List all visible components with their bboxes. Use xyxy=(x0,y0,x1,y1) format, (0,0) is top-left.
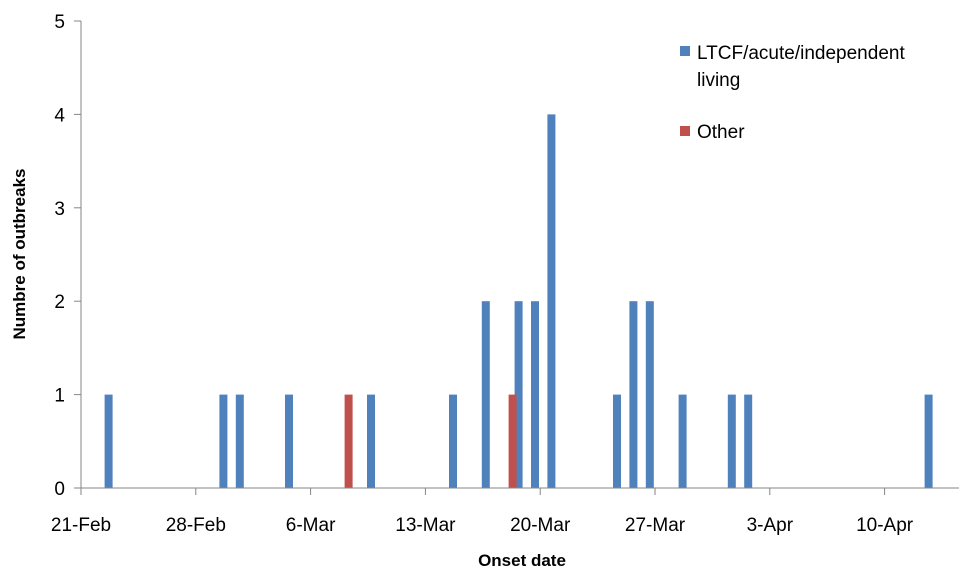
legend-swatch-ltcf xyxy=(680,46,690,56)
y-tick-label: 3 xyxy=(54,199,65,220)
bar-ltcf xyxy=(367,394,375,488)
bar-ltcf xyxy=(678,394,687,488)
bar-ltcf xyxy=(104,394,113,488)
y-tick-label: 5 xyxy=(54,12,65,33)
bar-ltcf xyxy=(924,394,933,488)
legend: LTCF/acute/independent living Other xyxy=(680,43,910,143)
x-tick-label: 6-Mar xyxy=(286,515,336,536)
bar-ltcf xyxy=(613,394,621,488)
y-tick-label: 0 xyxy=(54,479,65,500)
bar-ltcf xyxy=(645,301,654,488)
bar-ltcf xyxy=(481,301,490,488)
bars xyxy=(104,114,933,489)
bar-ltcf xyxy=(219,394,228,488)
y-axis-ticks: 0 1 2 3 4 5 xyxy=(54,12,81,500)
legend-label-ltcf: LTCF/acute/independent living xyxy=(697,43,910,91)
bar-ltcf xyxy=(285,394,293,488)
x-tick-label: 21-Feb xyxy=(51,515,111,536)
legend-label-ltcf-line1: LTCF/acute/independent xyxy=(697,43,905,64)
x-axis-ticks: 21-Feb 28-Feb 6-Mar 13-Mar 20-Mar 27-Mar 3-Apr… xyxy=(51,488,914,536)
bar-other xyxy=(508,394,517,488)
bar-ltcf xyxy=(531,301,539,488)
y-tick-label: 1 xyxy=(54,386,65,407)
bar-ltcf xyxy=(727,394,736,488)
bar-ltcf xyxy=(629,301,638,488)
x-tick-label: 3-Apr xyxy=(747,515,794,536)
y-tick-label: 2 xyxy=(54,292,65,313)
legend-swatch-other xyxy=(680,126,690,136)
bar-ltcf xyxy=(449,394,457,488)
x-tick-label: 27-Mar xyxy=(625,515,686,536)
x-tick-label: 20-Mar xyxy=(510,515,571,536)
x-tick-label: 10-Apr xyxy=(856,515,914,536)
bar-ltcf xyxy=(547,114,556,489)
legend-label-ltcf-line2: living xyxy=(697,70,740,91)
x-axis-title: Onset date xyxy=(478,551,566,570)
x-tick-label: 28-Feb xyxy=(166,515,226,536)
bar-ltcf xyxy=(235,394,244,488)
y-axis-title: Numbre of outbreaks xyxy=(10,169,29,340)
bar-other xyxy=(344,394,353,488)
legend-label-other: Other xyxy=(697,122,745,143)
bar-ltcf xyxy=(744,394,753,488)
bar-ltcf xyxy=(514,301,523,488)
y-tick-label: 4 xyxy=(54,105,65,126)
x-tick-label: 13-Mar xyxy=(395,515,456,536)
